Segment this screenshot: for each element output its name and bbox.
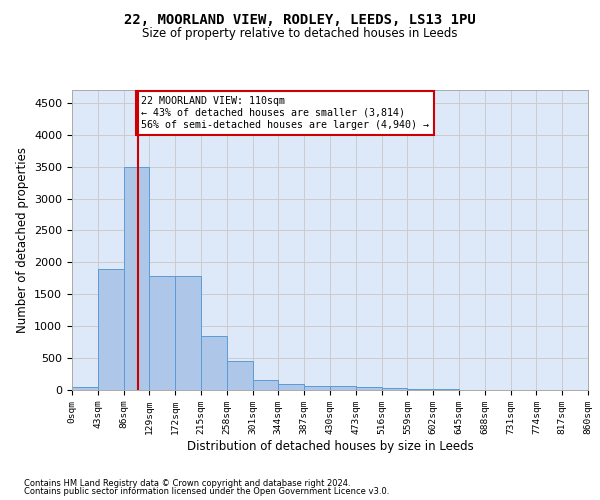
Bar [98, 268, 124, 390]
Text: Size of property relative to detached houses in Leeds: Size of property relative to detached ho… [142, 28, 458, 40]
Bar [175, 276, 201, 390]
Bar [304, 386, 330, 390]
Y-axis label: Number of detached properties: Number of detached properties [16, 147, 29, 333]
Bar [356, 388, 382, 390]
Text: Contains HM Land Registry data © Crown copyright and database right 2024.: Contains HM Land Registry data © Crown c… [24, 478, 350, 488]
Bar [382, 388, 407, 390]
Bar [253, 380, 278, 390]
Bar [330, 386, 356, 390]
X-axis label: Distribution of detached houses by size in Leeds: Distribution of detached houses by size … [187, 440, 473, 453]
Text: 22 MOORLAND VIEW: 110sqm
← 43% of detached houses are smaller (3,814)
56% of sem: 22 MOORLAND VIEW: 110sqm ← 43% of detach… [141, 96, 429, 130]
Bar [227, 362, 253, 390]
Bar [72, 387, 98, 390]
Bar [201, 336, 227, 390]
Bar [149, 276, 175, 390]
Bar [124, 166, 149, 390]
Text: 22, MOORLAND VIEW, RODLEY, LEEDS, LS13 1PU: 22, MOORLAND VIEW, RODLEY, LEEDS, LS13 1… [124, 12, 476, 26]
Text: Contains public sector information licensed under the Open Government Licence v3: Contains public sector information licen… [24, 487, 389, 496]
Bar [278, 384, 304, 390]
